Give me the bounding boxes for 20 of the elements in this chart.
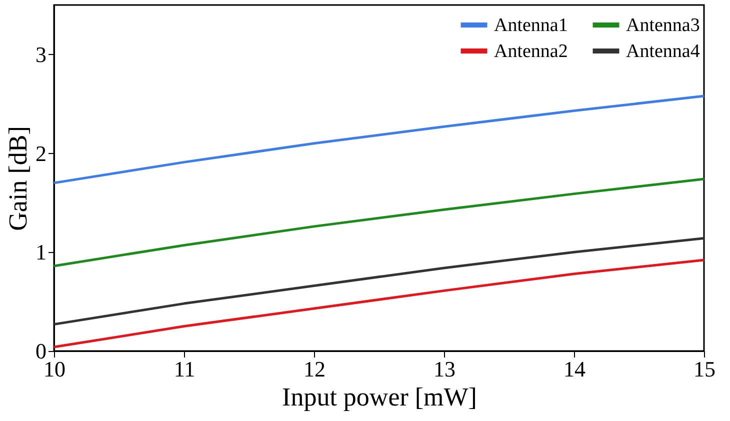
legend-label: Antenna1 xyxy=(494,15,568,36)
y-tick-label: 1 xyxy=(36,240,46,265)
line-series xyxy=(52,178,706,268)
x-axis-title: Input power [mW] xyxy=(282,382,477,412)
legend-label: Antenna3 xyxy=(626,15,700,36)
x-tick-label: 15 xyxy=(694,356,716,382)
x-tick-label: 11 xyxy=(174,356,196,382)
line-series xyxy=(52,237,706,326)
y-tick-label: 0 xyxy=(36,338,46,364)
x-tick-label: 10 xyxy=(44,356,66,382)
y-tick-label: 3 xyxy=(36,42,46,67)
x-tick-label: 14 xyxy=(564,356,586,382)
x-tick-label: 13 xyxy=(434,356,456,382)
line-series xyxy=(52,94,706,184)
legend-label: Antenna2 xyxy=(494,41,568,62)
y-axis-title: Gain [dB] xyxy=(4,126,32,231)
legend-label: Antenna4 xyxy=(626,41,700,62)
x-tick-label: 12 xyxy=(304,356,326,382)
y-tick-label: 2 xyxy=(36,140,46,166)
line-series xyxy=(52,258,706,348)
